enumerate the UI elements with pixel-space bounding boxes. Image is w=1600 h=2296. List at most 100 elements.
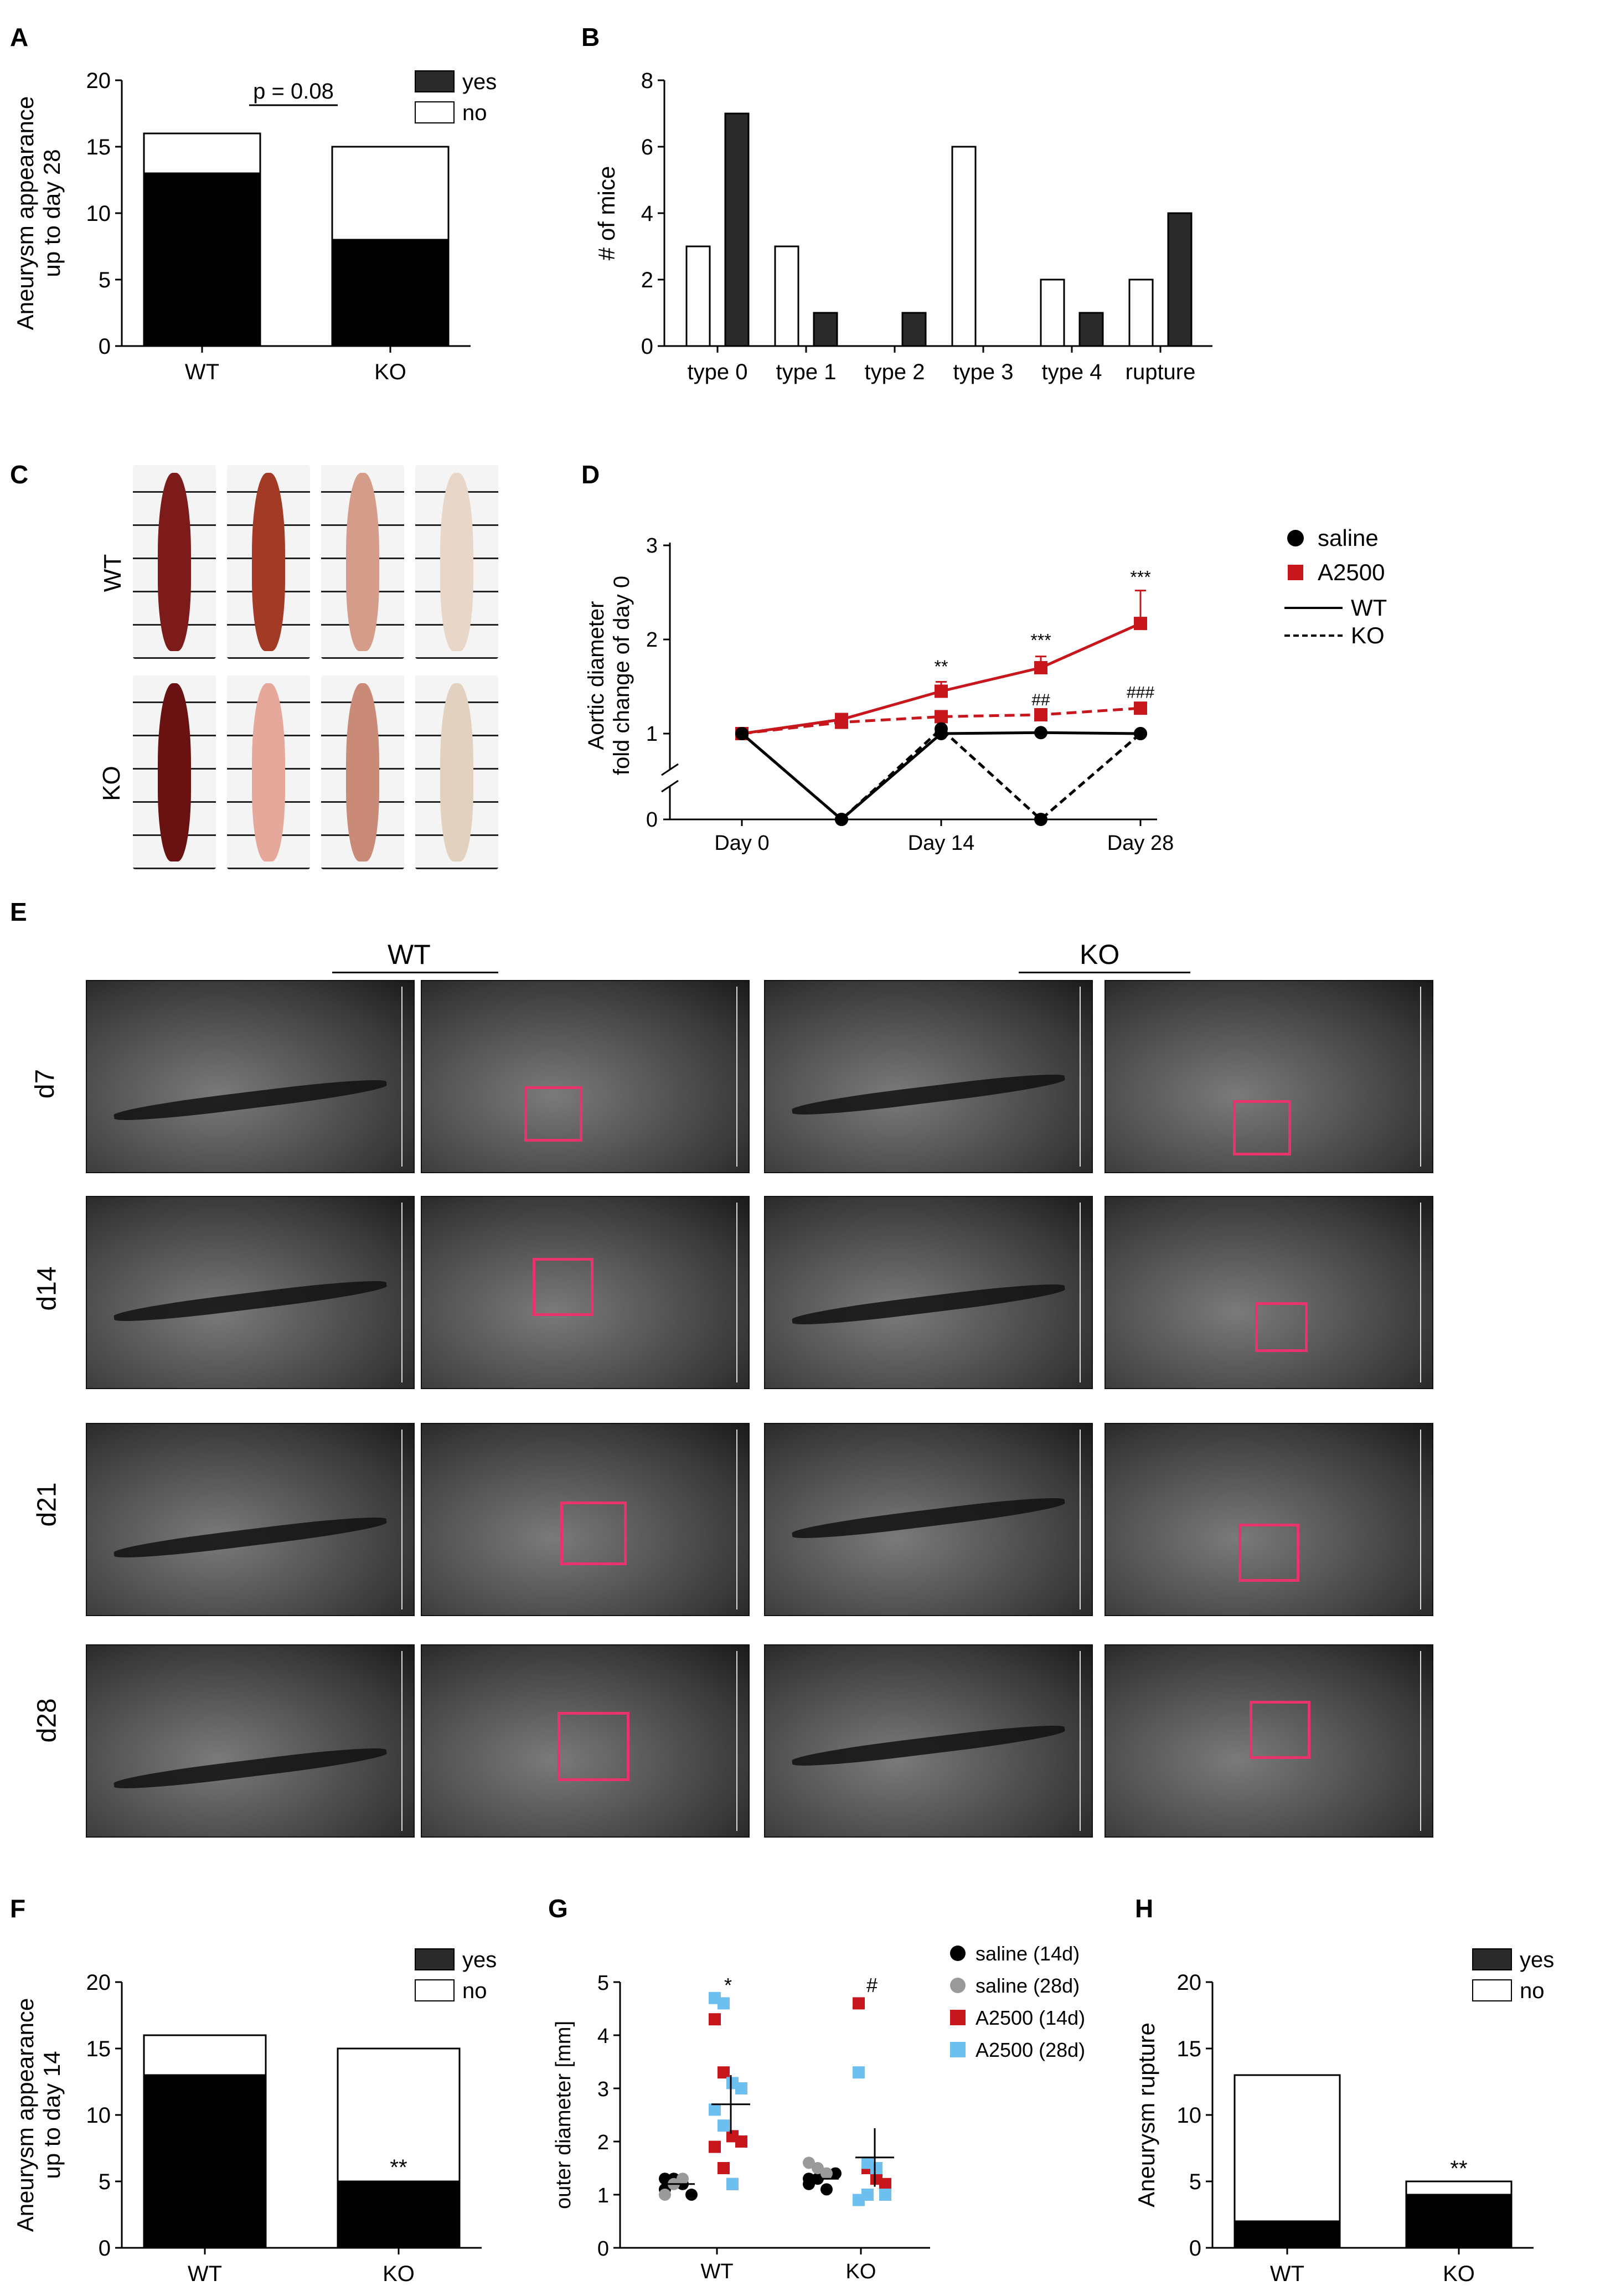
panel-label-b: B <box>581 23 600 51</box>
data-point <box>718 2066 730 2079</box>
ultrasound-image <box>764 980 1093 1173</box>
legend-label-yes: yes <box>1520 1948 1554 1972</box>
significance-label: # <box>866 1974 878 1996</box>
ultrasound-image <box>1104 1423 1433 1616</box>
us-col-label-wt: WT <box>388 939 431 970</box>
ultrasound-image <box>1104 1196 1433 1389</box>
us-row-label-d28: d28 <box>32 1698 62 1743</box>
y-tick-label: 2 <box>597 2131 609 2154</box>
data-point <box>1134 701 1147 715</box>
data-point <box>879 2178 891 2190</box>
x-tick-label: type 4 <box>1042 360 1102 384</box>
legend-swatch-yes <box>1472 1948 1512 1970</box>
aorta-photo-grid <box>133 465 498 875</box>
y-tick-label: 5 <box>99 2170 111 2194</box>
roi-box <box>1233 1100 1291 1155</box>
y-tick-label: 0 <box>641 334 653 359</box>
bar-wt <box>951 146 977 347</box>
data-point <box>853 2066 865 2079</box>
us-col-label-ko: KO <box>1080 939 1120 970</box>
legend-marker <box>950 2042 966 2057</box>
x-tick-label: type 2 <box>865 360 925 384</box>
bar-yes <box>337 2180 461 2249</box>
roi-box <box>558 1712 629 1781</box>
legend-swatch-no <box>415 1979 455 2001</box>
aorta-photo <box>133 675 216 869</box>
x-tick-label: KO <box>383 2262 415 2286</box>
roi-box <box>1238 1524 1299 1582</box>
ultrasound-image <box>764 1196 1093 1389</box>
ultrasound-image <box>421 1423 750 1616</box>
aorta-photo <box>227 675 310 869</box>
legend-marker-saline <box>1287 530 1304 546</box>
y-axis-label: # of mice <box>593 166 620 260</box>
bar-yes <box>1405 2194 1513 2249</box>
significance-label: ** <box>390 2155 407 2180</box>
y-tick-label: 10 <box>86 2103 111 2128</box>
data-point <box>870 2162 882 2174</box>
data-point <box>835 813 848 826</box>
bar-wt <box>1040 278 1065 347</box>
x-tick-label: Day 28 <box>1107 832 1174 855</box>
y-axis-label: Aneurysm appearance <box>12 96 38 331</box>
bar-ko <box>1078 312 1104 347</box>
y-tick-label: 6 <box>641 135 653 159</box>
y-tick-label: 15 <box>86 2037 111 2061</box>
ultrasound-image <box>764 1423 1093 1616</box>
us-col-rule-ko <box>1019 972 1190 973</box>
panel-label-h: H <box>1135 1894 1154 1923</box>
y-tick-label: 4 <box>641 202 653 226</box>
data-point <box>935 710 948 724</box>
y-tick-label: 15 <box>86 135 111 159</box>
y-axis-label: fold change of day 0 <box>610 576 634 775</box>
data-point <box>820 2183 833 2196</box>
data-point <box>803 2156 815 2169</box>
y-tick-label: 2 <box>641 268 653 292</box>
x-tick-label: type 1 <box>776 360 837 384</box>
ultrasound-image <box>421 1196 750 1389</box>
y-axis-label: Aneurysm rupture <box>1133 2022 1159 2207</box>
x-tick-label: KO <box>1443 2262 1475 2286</box>
legend-label: saline (14d) <box>976 1942 1080 1965</box>
ultrasound-image <box>764 1644 1093 1838</box>
panel-label-c: C <box>10 460 29 489</box>
us-row-label-d7: d7 <box>30 1069 60 1099</box>
y-tick-label: 5 <box>1189 2170 1201 2194</box>
bar-no <box>331 146 450 241</box>
x-tick-label: WT <box>700 2260 733 2283</box>
chart-f: 0 5 10 15 20 WT KO Aneurysm appearance up to day… <box>12 1948 497 2286</box>
y-tick-label: 3 <box>646 534 658 558</box>
data-point <box>853 1997 865 2010</box>
aorta-photo <box>227 465 310 659</box>
significance-label: ** <box>935 657 948 677</box>
x-tick-label: KO <box>846 2260 876 2283</box>
bar-no <box>143 2034 267 2076</box>
y-tick-label: 10 <box>86 202 111 226</box>
y-axis-label: outer diameter [mm] <box>552 2021 575 2209</box>
significance-label: * <box>724 1974 732 1996</box>
legend-label-no: no <box>1520 1979 1545 2003</box>
y-tick-label: 4 <box>597 2025 609 2048</box>
legend-marker <box>950 1946 966 1961</box>
legend-label-saline: saline <box>1318 525 1379 551</box>
data-point <box>861 2189 874 2201</box>
data-point <box>685 2189 698 2201</box>
axis-break <box>661 763 679 776</box>
significance-label: *** <box>1130 567 1150 587</box>
data-point <box>812 2162 824 2174</box>
y-axis-label: up to day 14 <box>39 2051 65 2179</box>
roi-box <box>1255 1302 1308 1352</box>
data-point <box>718 2119 730 2132</box>
chart-d: 0 1 2 3 Day 0 Day 14 Day 28 Aortic diameter fold… <box>584 525 1387 855</box>
bar-no <box>143 132 261 174</box>
ultrasound-image <box>86 980 415 1173</box>
us-row-label-d21: d21 <box>32 1482 62 1527</box>
legend-label-ko: KO <box>1351 622 1385 648</box>
ultrasound-image <box>421 1644 750 1838</box>
data-point <box>735 2135 747 2148</box>
chart-g: 0 1 2 3 4 5 outer diameter [mm] WT * KO # saline (1… <box>552 1942 1085 2283</box>
data-point <box>718 1997 730 2010</box>
significance-label: ### <box>1127 683 1154 701</box>
bar-ko <box>1167 212 1193 347</box>
y-tick-label: 0 <box>646 808 658 832</box>
